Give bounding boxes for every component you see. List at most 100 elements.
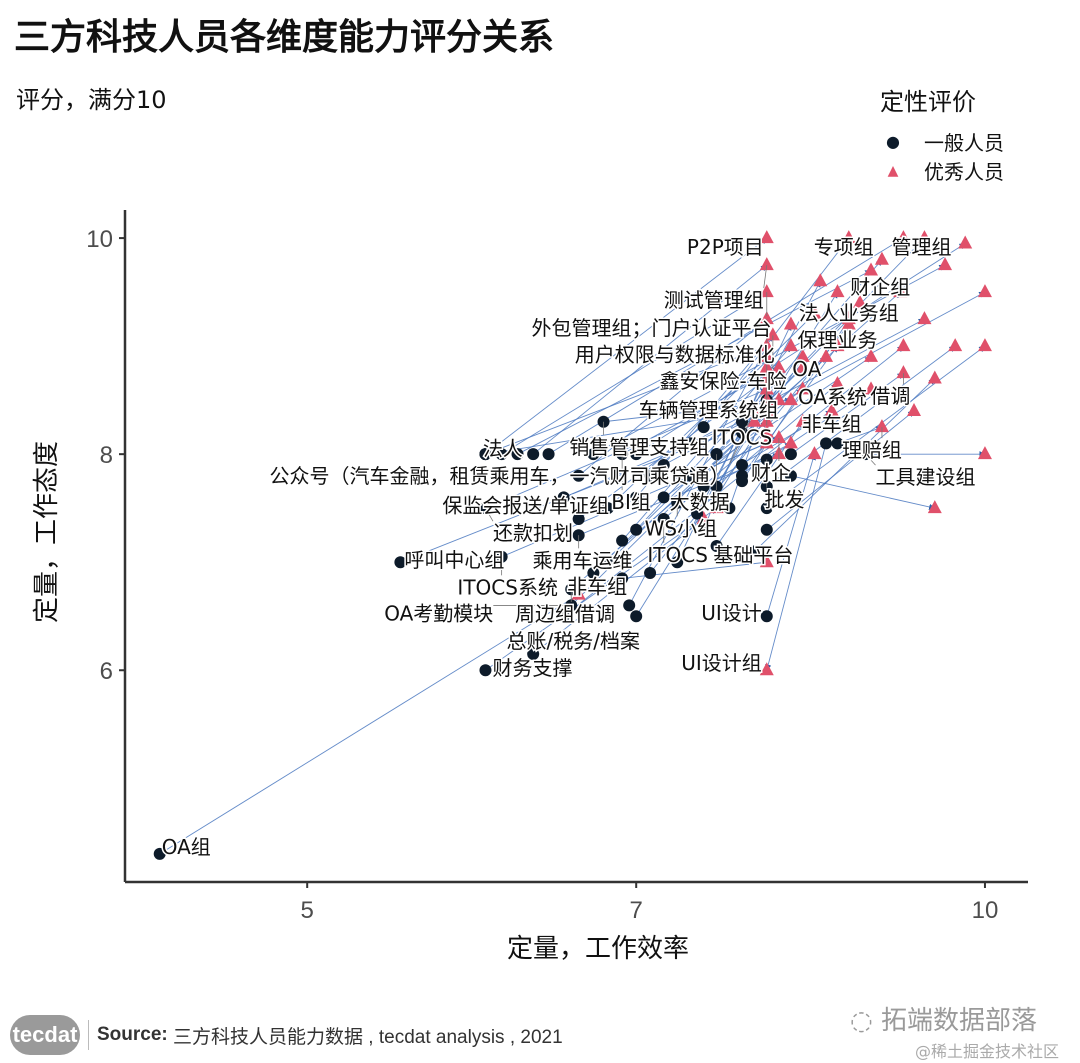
point-normal	[557, 491, 570, 504]
link-arrow	[649, 324, 850, 574]
label-leader-line	[729, 410, 755, 465]
x-tick-label: 10	[972, 897, 999, 924]
point-normal	[587, 567, 600, 580]
point-normal	[557, 610, 570, 623]
y-tick-label: 10	[86, 226, 113, 253]
footer: tecdat Source: 三方科技人员能力数据 , tecdat analy…	[10, 1015, 563, 1055]
point-excellent	[783, 338, 798, 352]
point-label: 保理业务	[797, 328, 877, 352]
y-tick-label: 8	[100, 442, 113, 469]
point-excellent	[819, 348, 834, 362]
point-excellent	[893, 284, 908, 298]
point-normal	[760, 502, 773, 515]
link-arrow	[517, 270, 872, 455]
point-normal	[479, 664, 492, 677]
link-arrow	[766, 453, 816, 617]
point-normal	[479, 448, 492, 461]
point-excellent	[917, 311, 932, 325]
label-leader-line	[865, 453, 876, 466]
point-normal	[616, 572, 629, 585]
chart-title: 三方科技人员各维度能力评分关系	[14, 17, 555, 58]
point-label: 总账/税务/档案	[507, 629, 640, 653]
link-arrow	[837, 426, 883, 444]
link-arrow	[690, 318, 926, 444]
point-normal	[760, 610, 773, 623]
point-label: 财企	[751, 461, 791, 485]
point-label: 工具建设组	[876, 465, 976, 489]
point-label: 财企组	[850, 275, 910, 299]
point-normal	[710, 491, 723, 504]
point-excellent	[759, 435, 774, 449]
point-normal	[784, 469, 797, 482]
point-normal	[697, 480, 710, 493]
triangle-icon: ▲	[887, 162, 899, 179]
point-excellent	[807, 305, 822, 319]
point-excellent	[783, 435, 798, 449]
link-arrow	[485, 237, 768, 455]
point-label: 鑫安保险-车险	[660, 369, 787, 393]
point-normal	[644, 469, 657, 482]
point-excellent	[830, 338, 845, 352]
point-excellent	[896, 365, 911, 379]
point-normal	[495, 448, 508, 461]
point-excellent	[783, 316, 798, 330]
link-arrow	[501, 291, 768, 455]
point-normal	[511, 448, 524, 461]
point-excellent	[759, 554, 774, 568]
point-label: BI组	[611, 490, 651, 514]
point-label: 专项组	[814, 235, 874, 259]
point-label: 法人业务组	[799, 301, 899, 325]
point-label: ITOCS	[712, 425, 773, 449]
point-normal	[601, 502, 614, 515]
tecdat-logo: tecdat	[10, 1015, 80, 1055]
legend-label: 一般人员	[924, 131, 1004, 155]
point-label: ITOCS	[647, 543, 708, 567]
point-label: OA组	[162, 835, 211, 859]
link-arrow	[728, 399, 768, 509]
point-normal	[572, 469, 585, 482]
point-label: P2P项目	[687, 235, 764, 259]
link-arrow	[628, 345, 768, 606]
point-label: 批发	[765, 488, 805, 512]
point-normal	[671, 556, 684, 569]
point-label: 呼叫中心组	[404, 548, 504, 572]
point-excellent	[759, 662, 774, 676]
legend-label: 优秀人员	[924, 160, 1004, 184]
point-excellent	[874, 251, 889, 265]
point-normal	[153, 847, 166, 860]
label-leader-line	[763, 265, 768, 289]
legend-title: 定性评价	[880, 88, 976, 116]
link-arrow	[485, 388, 768, 509]
point-normal	[616, 534, 629, 547]
point-normal	[657, 491, 670, 504]
point-label: UI设计	[701, 601, 762, 625]
point-excellent	[906, 402, 921, 416]
point-label: 保监会报送/单证组	[442, 493, 609, 517]
point-normal	[572, 512, 585, 525]
link-arrow	[485, 507, 718, 671]
point-normal	[684, 437, 697, 450]
point-label: 测试管理组	[664, 288, 764, 312]
legend-item-excellent: ▲ 优秀人员	[880, 156, 1004, 185]
point-excellent	[977, 446, 992, 460]
point-excellent	[927, 370, 942, 384]
point-normal	[820, 437, 833, 450]
chart-subtitle: 评分，满分10	[16, 86, 167, 114]
point-label: 管理组	[891, 235, 951, 259]
link-arrow	[532, 264, 768, 455]
link-arrow	[485, 345, 768, 455]
point-excellent	[795, 359, 810, 373]
point-normal	[684, 469, 697, 482]
point-excellent	[765, 327, 780, 341]
point-excellent	[977, 284, 992, 298]
link-arrow	[578, 318, 768, 477]
point-excellent	[948, 338, 963, 352]
link-arrow	[663, 291, 986, 466]
y-axis-label: 定量，工作态度	[32, 441, 62, 623]
point-label: OA系统	[798, 385, 867, 409]
point-excellent	[864, 262, 879, 276]
point-excellent	[938, 257, 953, 271]
point-excellent	[747, 402, 762, 416]
divider	[88, 1020, 89, 1050]
point-excellent	[958, 235, 973, 249]
